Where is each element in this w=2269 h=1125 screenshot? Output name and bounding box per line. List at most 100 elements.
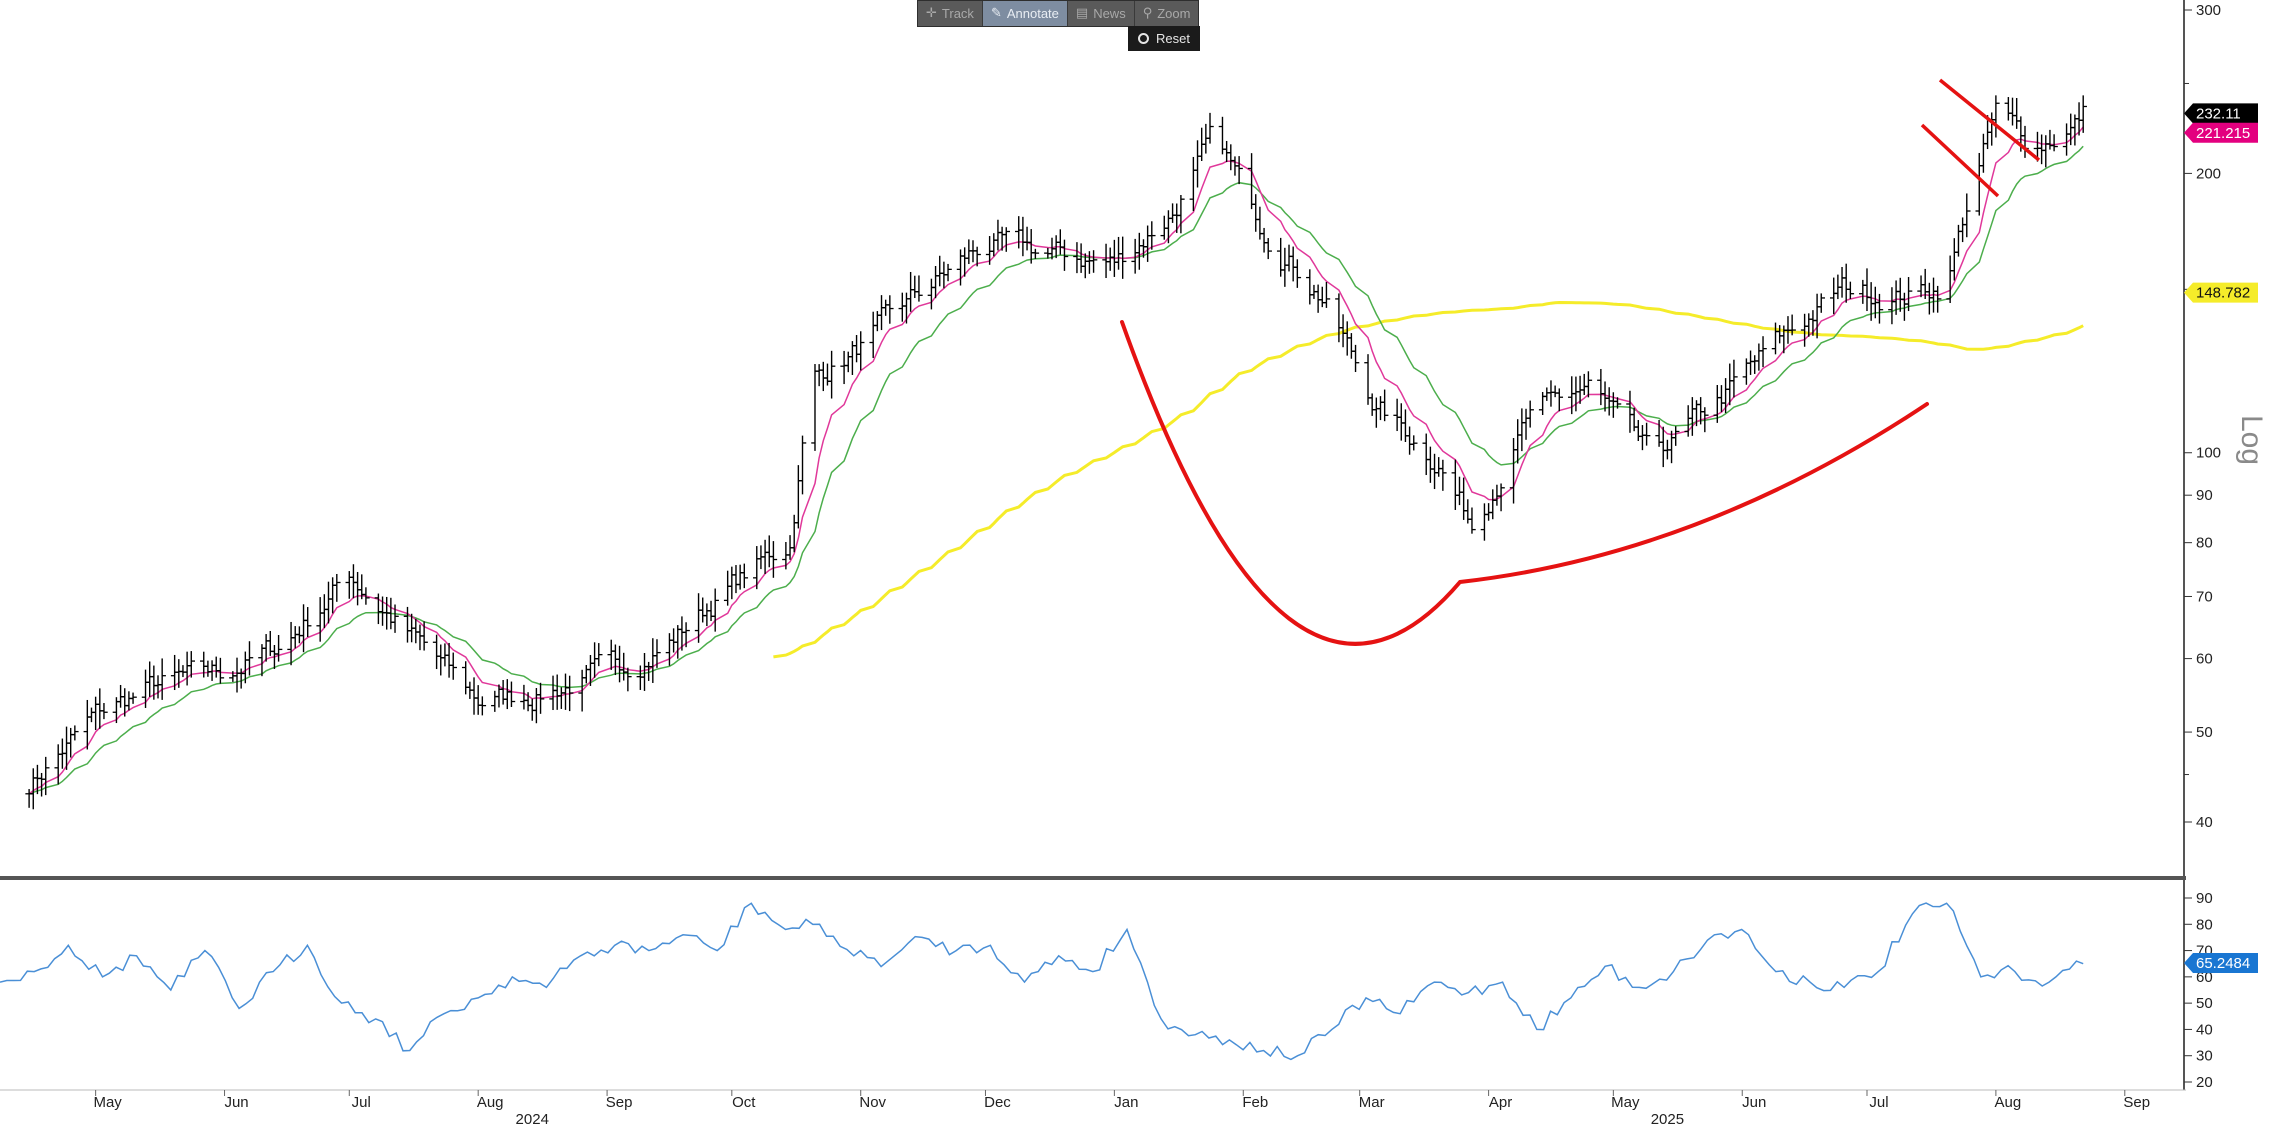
ohlc-bar	[1426, 446, 1435, 483]
ohlc-bar	[1364, 354, 1372, 405]
ohlc-bar	[1289, 246, 1297, 282]
ohlc-bar	[1667, 430, 1676, 464]
ohlc-bar	[1372, 397, 1381, 428]
ohlc-bar	[1193, 140, 1202, 188]
price-tick-label: 60	[2196, 651, 2213, 668]
ohlc-bar	[1626, 390, 1634, 433]
ohlc-bar	[274, 635, 283, 662]
month-label: Sep	[606, 1094, 633, 1111]
ohlc-bar	[1992, 95, 2000, 138]
ohlc-bar	[2004, 97, 2013, 121]
month-label: May	[93, 1094, 122, 1111]
ohlc-bar	[1551, 385, 1559, 398]
news-button[interactable]: ▤ News	[1068, 1, 1135, 26]
ohlc-bar	[212, 656, 220, 678]
ohlc-bar	[1526, 400, 1534, 428]
svg-text:148.782: 148.782	[2196, 285, 2250, 302]
ohlc-bar	[1227, 144, 1235, 171]
month-label: May	[1611, 1094, 1640, 1111]
ohlc-bar	[204, 660, 212, 677]
ohlc-bar	[636, 665, 645, 690]
ohlc-bar	[1459, 477, 1468, 520]
ohlc-bar	[927, 278, 936, 310]
price-tick-label: 50	[2196, 724, 2213, 741]
ohlc-bar	[1073, 242, 1081, 274]
ohlc-bar	[141, 669, 150, 708]
ohlc-bar	[1634, 420, 1643, 441]
ohlc-bar	[1721, 378, 1730, 414]
ohlc-bar	[187, 651, 196, 678]
ohlc-bar	[1451, 459, 1460, 510]
ohlc-bar	[391, 604, 399, 633]
ohlc-bar	[1555, 388, 1564, 412]
ohlc-bar	[328, 577, 337, 614]
osc-tick-label: 90	[2196, 890, 2213, 907]
ohlc-bar	[1925, 282, 1934, 315]
ohlc-bar	[528, 698, 536, 721]
reset-dot-icon	[1138, 33, 1149, 44]
ohlc-bar	[1102, 243, 1110, 279]
price-tick-label: 200	[2196, 165, 2221, 182]
month-label: Jun	[1742, 1094, 1766, 1111]
ohlc-bar	[1538, 392, 1547, 416]
ohlc-bar	[794, 465, 803, 529]
track-button[interactable]: ✛ Track	[918, 1, 983, 26]
ohlc-bar	[1755, 343, 1763, 371]
ohlc-bar	[761, 539, 769, 574]
cup-annotation[interactable]	[1120, 320, 1929, 646]
annotate-label: Annotate	[1006, 6, 1059, 21]
ohlc-bar	[1509, 438, 1518, 504]
ohlc-bar	[1056, 229, 1065, 255]
ohlc-bar	[1829, 277, 1838, 315]
ohlc-bar	[1143, 225, 1152, 262]
pencil-icon: ✎	[990, 6, 1002, 21]
ohlc-bar	[1954, 224, 1963, 257]
ohlc-bar	[233, 657, 241, 693]
flag-upper-trendline[interactable]	[1938, 78, 2041, 162]
ohlc-bar	[295, 626, 304, 644]
ohlc-bar	[1177, 195, 1185, 234]
ohlc-bar	[532, 688, 541, 724]
ohlc-bar	[1933, 285, 1942, 313]
ohlc-bar	[753, 546, 761, 590]
panel-divider[interactable]	[0, 876, 2186, 880]
ohlc-bar	[703, 603, 711, 627]
zoom-button[interactable]: ⚲ Zoom	[1135, 1, 1199, 26]
annotate-button[interactable]: ✎ Annotate	[982, 1, 1068, 26]
ohlc-bar	[815, 364, 823, 387]
ohlc-bar	[553, 674, 561, 710]
ohlc-bar	[374, 593, 383, 625]
ohlc-bar	[1318, 286, 1327, 308]
ohlc-bar	[1023, 226, 1031, 251]
ohlc-bar	[1875, 293, 1884, 324]
ohlc-bar	[362, 587, 370, 605]
ohlc-bar	[1958, 217, 1967, 243]
ohlc-bar	[1638, 425, 1647, 451]
osc-value-tag: 65.2484	[2184, 953, 2258, 974]
ohlc-bar	[707, 600, 715, 622]
ohlc-bar	[345, 571, 354, 599]
ohlc-bar	[911, 275, 919, 299]
ohlc-bar	[1085, 251, 1094, 274]
ohlc-bar	[798, 435, 807, 495]
ohlc-bar	[711, 588, 719, 632]
ohlc-bar	[819, 361, 828, 392]
ohlc-bar	[1684, 405, 1692, 437]
osc-tick-label: 80	[2196, 916, 2213, 933]
ohlc-bar	[2066, 113, 2075, 146]
ohlc-bar	[840, 350, 848, 385]
ohlc-bar	[595, 643, 603, 667]
price-tick-label: 40	[2196, 814, 2213, 831]
flag-lower-trendline[interactable]	[1920, 123, 2000, 198]
ohlc-bar	[353, 571, 362, 606]
ohlc-bar	[299, 604, 308, 653]
magnifier-icon: ⚲	[1142, 6, 1153, 21]
ohlc-bar	[728, 566, 736, 600]
ohlc-bar	[873, 311, 882, 332]
ohlc-bar	[902, 292, 911, 324]
chart-toolbar: ✛ Track ✎ Annotate ▤ News ⚲ Zoom	[917, 0, 1200, 27]
ohlc-bar	[96, 688, 104, 729]
osc-tick-label: 60	[2196, 969, 2213, 986]
reset-button[interactable]: Reset	[1128, 26, 1200, 51]
